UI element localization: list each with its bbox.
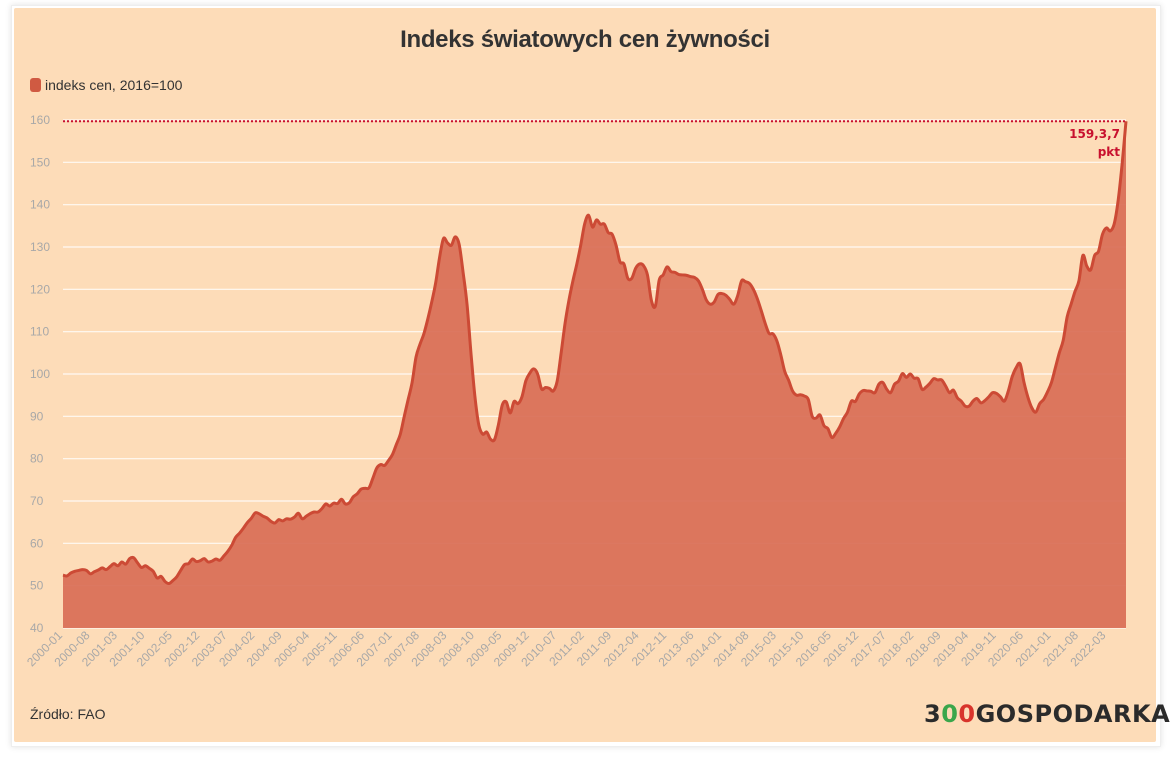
y-tick-label: 150 bbox=[30, 155, 50, 169]
y-tick-label: 140 bbox=[30, 198, 50, 212]
legend-swatch bbox=[30, 78, 41, 92]
legend[interactable]: indeks cen, 2016=100 bbox=[30, 77, 182, 93]
y-tick-label: 160 bbox=[30, 113, 50, 127]
legend-label: indeks cen, 2016=100 bbox=[45, 77, 183, 93]
y-tick-label: 130 bbox=[30, 240, 50, 254]
annotation-unit: pkt bbox=[1098, 145, 1121, 159]
series-area bbox=[63, 121, 1126, 629]
chart-title: Indeks światowych cen żywności bbox=[400, 26, 770, 53]
y-tick-label: 120 bbox=[30, 282, 50, 296]
series-line bbox=[62, 121, 1128, 586]
y-tick-label: 70 bbox=[30, 494, 44, 508]
annotation-value: 159,3,7 bbox=[1069, 127, 1120, 141]
brand-logo-prefix: 3 bbox=[924, 700, 942, 728]
y-tick-label: 100 bbox=[30, 367, 50, 381]
y-tick-label: 50 bbox=[30, 579, 44, 593]
y-tick-label: 90 bbox=[30, 409, 44, 423]
y-tick-label: 40 bbox=[30, 621, 44, 635]
source-note: Źródło: FAO bbox=[30, 706, 106, 722]
brand-logo[interactable]: 300GOSPODARKA bbox=[924, 700, 1170, 728]
card-shadow bbox=[11, 5, 1161, 747]
y-tick-label: 60 bbox=[30, 536, 44, 550]
brand-logo-red: 0 bbox=[958, 700, 976, 728]
brand-logo-suffix: GOSPODARKA bbox=[975, 700, 1170, 728]
y-tick-label: 80 bbox=[30, 452, 44, 466]
brand-logo-green: 0 bbox=[941, 700, 959, 728]
y-tick-label: 110 bbox=[30, 325, 49, 339]
